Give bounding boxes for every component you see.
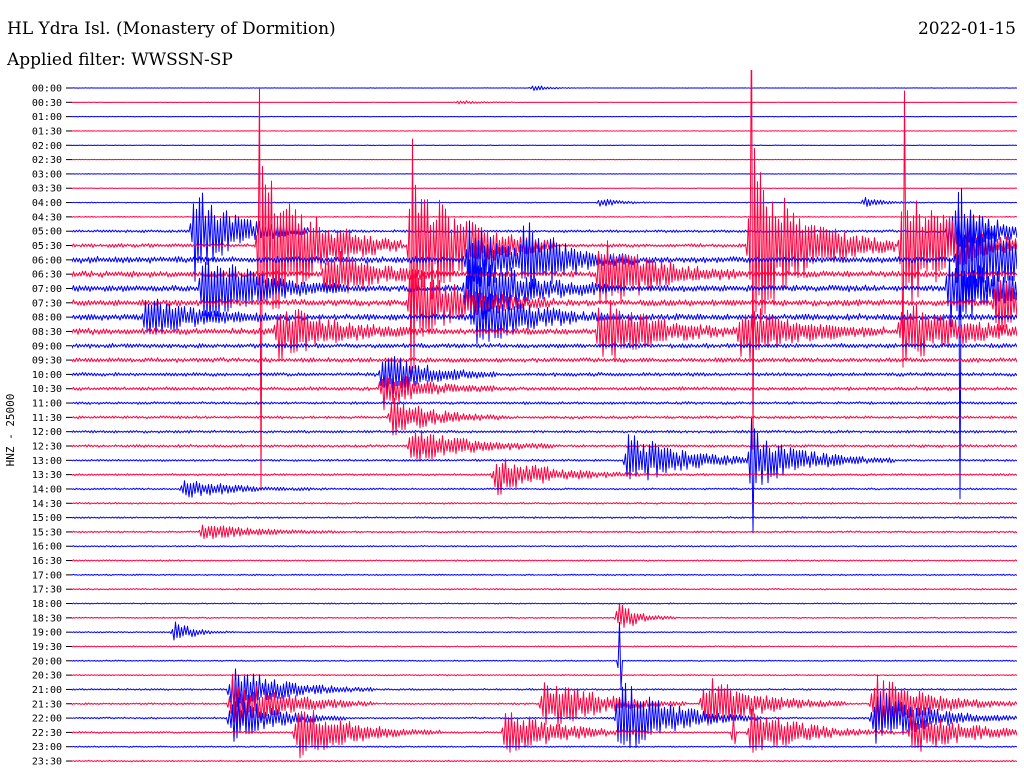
trace-1200	[72, 429, 1017, 434]
trace-1300	[72, 418, 1017, 532]
trace-1630	[72, 559, 1017, 562]
trace-1030	[72, 374, 1017, 411]
time-tick-label: 00:30	[32, 98, 62, 109]
time-tick-label: 08:30	[32, 327, 62, 338]
time-tick-label: 06:30	[32, 270, 62, 281]
time-tick-label: 14:00	[32, 484, 62, 495]
trace-0900	[72, 342, 1017, 349]
time-tick-label: 21:30	[32, 699, 62, 710]
trace-1600	[72, 545, 1017, 548]
time-tick-label: 23:30	[32, 757, 62, 768]
time-tick-label: 07:00	[32, 284, 62, 295]
station-title: HL Ydra Isl. (Monastery of Dormition)	[7, 19, 336, 39]
time-tick-label: 20:30	[32, 671, 62, 682]
time-tick-label: 10:30	[32, 384, 62, 395]
time-tick-label: 14:30	[32, 499, 62, 510]
trace-2200	[72, 682, 1017, 749]
time-tick-label: 18:30	[32, 613, 62, 624]
trace-2130	[72, 673, 1017, 730]
trace-0600	[72, 188, 1017, 500]
trace-1530	[72, 524, 1017, 540]
time-tick-label: 12:30	[32, 442, 62, 453]
time-tick-label: 16:30	[32, 556, 62, 567]
time-tick-label: 11:30	[32, 413, 62, 424]
time-tick-label: 11:00	[32, 399, 62, 410]
time-tick-label: 03:30	[32, 184, 62, 195]
trace-1900	[72, 621, 1017, 641]
time-tick-label: 22:30	[32, 728, 62, 739]
time-tick-label: 15:30	[32, 527, 62, 538]
trace-0200	[72, 144, 1017, 147]
trace-1400	[72, 480, 1017, 498]
trace-0500	[72, 192, 1017, 282]
trace-1100	[72, 401, 1017, 405]
trace-2030	[72, 673, 1017, 677]
time-tick-label: 00:00	[32, 84, 62, 95]
trace-0330	[72, 187, 1017, 189]
time-tick-label: 16:00	[32, 542, 62, 553]
date-label: 2022-01-15	[917, 19, 1016, 39]
trace-1800	[72, 602, 1017, 605]
trace-0730	[72, 269, 1017, 337]
time-tick-label: 10:00	[32, 370, 62, 381]
time-tick-label: 05:00	[32, 227, 62, 238]
trace-0400	[72, 196, 1017, 207]
trace-0030	[72, 100, 1017, 105]
trace-1930	[72, 645, 1017, 648]
trace-2230	[72, 708, 1017, 759]
time-tick-label: 12:00	[32, 427, 62, 438]
channel-label: HNZ - 25000	[4, 394, 17, 467]
time-tick-label: 02:00	[32, 141, 62, 152]
trace-1130	[72, 397, 1017, 436]
time-tick-label: 17:00	[32, 570, 62, 581]
trace-0100	[72, 115, 1017, 118]
trace-0530	[72, 70, 1017, 491]
trace-0800	[72, 294, 1017, 345]
time-tick-label: 09:00	[32, 341, 62, 352]
time-tick-label: 13:30	[32, 470, 62, 481]
trace-0430	[72, 215, 1017, 218]
time-tick-label: 04:00	[32, 198, 62, 209]
trace-1000	[72, 356, 1017, 398]
time-tick-label: 20:00	[32, 656, 62, 667]
time-tick-label: 23:00	[32, 742, 62, 753]
trace-0830	[72, 302, 1017, 361]
trace-1430	[72, 501, 1017, 505]
time-tick-label: 01:00	[32, 112, 62, 123]
trace-0630	[72, 240, 1017, 303]
time-tick-label: 03:00	[32, 169, 62, 180]
time-tick-label: 15:00	[32, 513, 62, 524]
trace-2000	[72, 621, 1017, 690]
trace-2300	[72, 745, 1017, 748]
trace-0000	[72, 85, 1017, 91]
time-tick-label: 09:30	[32, 356, 62, 367]
trace-2330	[72, 759, 1017, 763]
filter-label: Applied filter: WWSSN-SP	[7, 50, 233, 70]
time-tick-label: 17:30	[32, 585, 62, 596]
trace-1230	[72, 431, 1017, 462]
trace-0230	[72, 158, 1017, 161]
time-tick-label: 22:00	[32, 714, 62, 725]
time-tick-label: 04:30	[32, 212, 62, 223]
trace-1330	[72, 458, 1017, 496]
time-tick-label: 07:30	[32, 298, 62, 309]
trace-1700	[72, 573, 1017, 577]
time-tick-label: 19:00	[32, 628, 62, 639]
trace-1830	[72, 602, 1017, 628]
time-tick-label: 05:30	[32, 241, 62, 252]
trace-0130	[72, 130, 1017, 132]
time-tick-label: 06:00	[32, 255, 62, 266]
time-tick-label: 13:00	[32, 456, 62, 467]
trace-1500	[72, 516, 1017, 520]
trace-1730	[72, 587, 1017, 591]
trace-0930	[72, 357, 1017, 363]
trace-0300	[72, 173, 1017, 175]
time-tick-label: 01:30	[32, 126, 62, 137]
time-tick-label: 19:30	[32, 642, 62, 653]
time-tick-label: 08:00	[32, 313, 62, 324]
time-tick-label: 21:00	[32, 685, 62, 696]
time-tick-label: 18:00	[32, 599, 62, 610]
time-tick-label: 02:30	[32, 155, 62, 166]
